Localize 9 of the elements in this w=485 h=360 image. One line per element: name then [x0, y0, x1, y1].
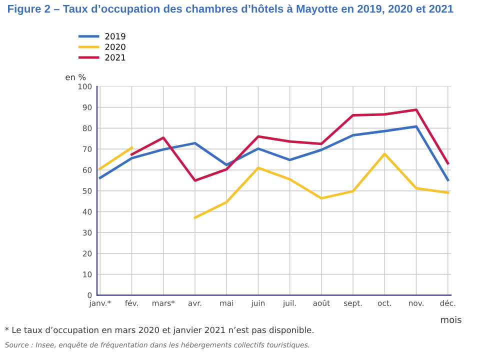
- chart-title: Figure 2 – Taux d’occupation des chambres d’hôtels à Mayotte en 2019, 2020 et 2021: [8, 4, 454, 15]
- line-series: [130, 108, 450, 182]
- legend-label: 2020: [105, 44, 126, 50]
- line-series: [98, 125, 450, 182]
- legend-label: 2021: [105, 54, 126, 61]
- y-axis-title: en %: [66, 74, 86, 80]
- legend-label: 2019: [105, 33, 126, 40]
- x-axis-title: mois: [441, 316, 462, 324]
- text: * Le taux d’occupation en mars 2020 et janvier 2021 n’est pas disponible.: [5, 326, 314, 335]
